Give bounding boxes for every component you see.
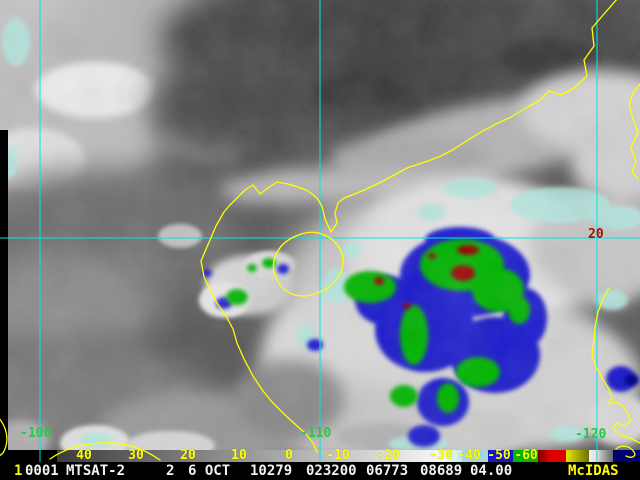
- frame-number: 1: [14, 463, 23, 479]
- image-display-area[interactable]: [0, 0, 640, 450]
- colorbar-segment: [538, 450, 547, 462]
- colorbar-segment: [599, 450, 613, 462]
- image-number: 0001: [25, 463, 59, 479]
- status-field-2: 08689: [420, 463, 463, 479]
- colorbar-segment: [462, 450, 488, 462]
- colorbar: [0, 450, 640, 462]
- latitude-label-20: 20: [588, 227, 604, 242]
- band-number: 2: [166, 463, 175, 479]
- image-date: 6 OCT: [188, 463, 231, 479]
- longitude-label-120: -120: [575, 427, 607, 442]
- colorbar-segment: [488, 450, 513, 462]
- julian-day: 10279: [250, 463, 293, 479]
- colorbar-segment: [566, 450, 589, 462]
- colorbar-segment: [513, 450, 538, 462]
- colorbar-segment: [447, 450, 462, 462]
- satellite-name: MTSAT-2: [66, 463, 126, 479]
- colorbar-segments: [0, 450, 640, 462]
- status-bar: 1 0001 MTSAT-2 2 6 OCT 10279 023200 0677…: [0, 462, 640, 480]
- status-field-1: 06773: [366, 463, 409, 479]
- colorbar-segment: [589, 450, 599, 462]
- colorbar-segment: [547, 450, 566, 462]
- mcidas-brand: McIDAS: [568, 463, 619, 479]
- colorbar-segment: [613, 450, 640, 462]
- colorbar-segment: [57, 450, 447, 462]
- longitude-label-100: -100: [20, 426, 52, 441]
- cloud-texture: [0, 0, 640, 450]
- scan-edge-void: [0, 130, 8, 450]
- satellite-image: [0, 0, 640, 450]
- status-field-3: 04.00: [470, 463, 513, 479]
- longitude-label-110: -110: [300, 426, 332, 441]
- image-time: 023200: [306, 463, 357, 479]
